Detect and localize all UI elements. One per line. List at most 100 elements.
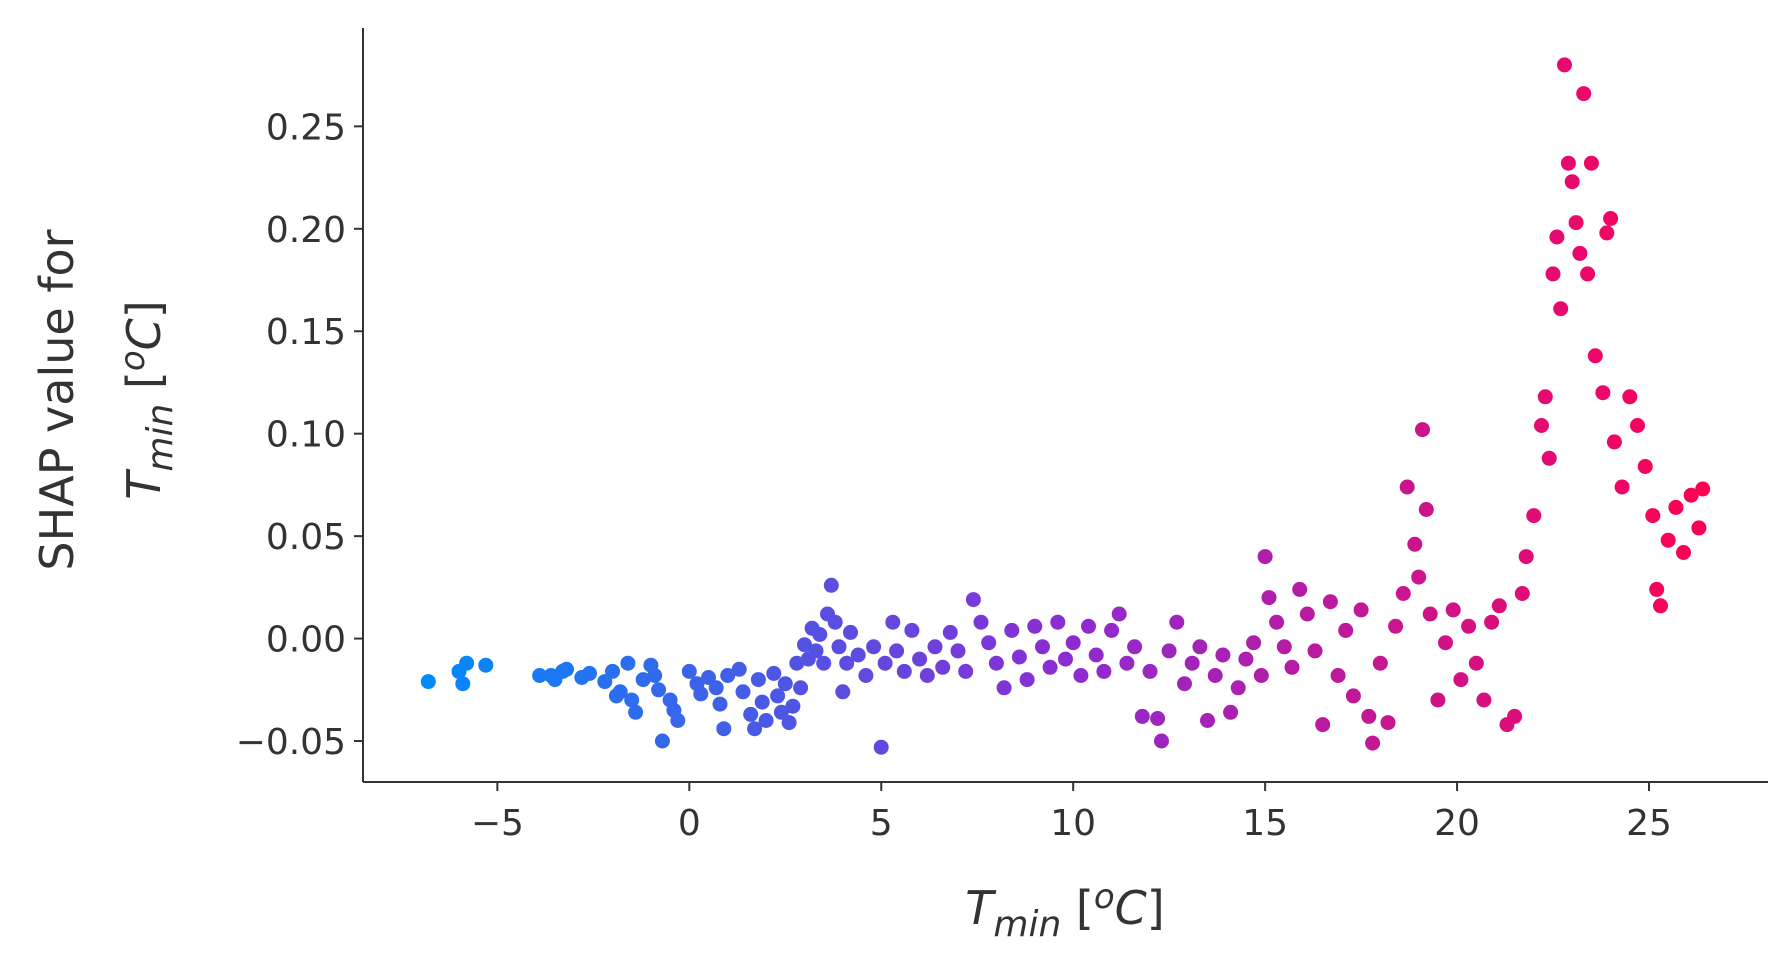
data-point-13 — [605, 663, 620, 679]
data-point-186 — [1676, 545, 1691, 560]
data-point-111 — [1207, 668, 1223, 683]
data-point-122 — [1284, 659, 1300, 675]
data-point-77 — [950, 643, 966, 659]
data-point-86 — [1019, 672, 1035, 688]
y-ticks: −0.05 0.00 0.05 0.10 0.15 0.20 0.25 — [236, 107, 363, 763]
data-point-54 — [812, 627, 828, 642]
data-point-81 — [981, 635, 997, 651]
data-point-116 — [1246, 635, 1262, 651]
data-point-161 — [1545, 266, 1561, 282]
data-point-123 — [1292, 581, 1308, 597]
data-point-38 — [747, 721, 763, 737]
data-point-57 — [823, 577, 839, 593]
data-point-47 — [785, 698, 801, 714]
data-point-41 — [758, 713, 774, 728]
x-label-unit-open: [ — [1061, 881, 1094, 935]
data-point-72 — [912, 651, 928, 667]
data-point-68 — [885, 614, 901, 630]
data-point-126 — [1315, 717, 1331, 733]
data-point-96 — [1096, 663, 1112, 679]
data-point-70 — [896, 663, 912, 679]
y-tick-label-3: 0.10 — [266, 415, 346, 456]
data-point-98 — [1111, 606, 1127, 622]
data-point-176 — [1606, 434, 1622, 450]
data-point-0 — [420, 674, 436, 690]
y-tick-label-0: −0.05 — [236, 722, 346, 763]
data-point-79 — [965, 592, 981, 608]
data-point-182 — [1649, 581, 1665, 597]
data-point-156 — [1518, 549, 1534, 565]
data-point-33 — [716, 721, 732, 737]
data-point-174 — [1599, 225, 1615, 241]
data-point-100 — [1127, 639, 1143, 655]
data-point-125 — [1307, 643, 1323, 659]
data-point-87 — [1027, 618, 1043, 634]
data-point-118 — [1257, 549, 1273, 565]
data-point-173 — [1595, 385, 1611, 401]
y-tick-label-1: 0.00 — [266, 620, 346, 661]
data-point-178 — [1622, 389, 1638, 405]
data-point-103 — [1150, 711, 1166, 726]
data-point-50 — [797, 637, 812, 653]
data-point-101 — [1134, 708, 1150, 724]
data-point-155 — [1514, 586, 1530, 601]
data-point-119 — [1261, 590, 1277, 606]
y-label-unit-main: C — [117, 318, 171, 350]
data-point-120 — [1269, 614, 1285, 630]
data-point-164 — [1557, 57, 1572, 73]
data-point-18 — [628, 704, 644, 720]
data-point-114 — [1230, 680, 1246, 696]
data-point-27 — [681, 663, 697, 679]
data-point-184 — [1660, 532, 1676, 548]
data-point-65 — [866, 639, 882, 655]
data-point-135 — [1380, 715, 1396, 731]
data-point-117 — [1253, 668, 1269, 683]
data-point-121 — [1276, 639, 1292, 655]
data-point-63 — [850, 647, 866, 663]
data-point-30 — [701, 670, 716, 685]
data-point-131 — [1353, 602, 1369, 618]
data-point-109 — [1192, 639, 1208, 655]
y-axis-label: SHAP value for Tmin [oC] — [30, 229, 181, 570]
data-point-76 — [942, 624, 958, 640]
y-label-unit-close: ] — [117, 300, 171, 318]
data-point-127 — [1322, 594, 1338, 610]
x-tick-label-1: 0 — [678, 803, 701, 844]
data-point-4 — [478, 657, 494, 673]
data-point-93 — [1073, 668, 1089, 683]
y-tick-label-4: 0.15 — [266, 312, 346, 353]
data-point-167 — [1568, 215, 1584, 231]
x-label-unit-close: ] — [1147, 881, 1165, 935]
data-point-53 — [808, 643, 824, 659]
data-point-183 — [1653, 598, 1668, 614]
data-point-78 — [958, 663, 974, 679]
y-label-line2: Tmin [oC] — [113, 300, 181, 499]
data-point-69 — [889, 643, 905, 659]
data-point-179 — [1630, 418, 1645, 433]
data-point-23 — [654, 733, 670, 749]
data-point-113 — [1223, 704, 1239, 720]
data-point-177 — [1614, 479, 1630, 495]
data-point-105 — [1161, 643, 1177, 659]
x-ticks: −5 0 5 10 15 20 25 — [471, 782, 1672, 844]
x-tick-label-2: 5 — [870, 803, 893, 844]
data-point-110 — [1200, 713, 1215, 728]
data-point-169 — [1576, 86, 1592, 102]
data-point-75 — [935, 659, 951, 675]
data-point-144 — [1430, 692, 1446, 708]
data-point-133 — [1365, 735, 1381, 751]
data-point-115 — [1238, 651, 1254, 667]
data-point-154 — [1507, 708, 1523, 724]
data-point-189 — [1695, 481, 1711, 497]
data-point-104 — [1154, 733, 1169, 749]
data-point-43 — [770, 688, 786, 704]
x-tick-label-6: 25 — [1626, 803, 1672, 844]
data-point-21 — [647, 668, 663, 683]
data-point-151 — [1484, 614, 1500, 630]
x-tick-label-0: −5 — [471, 803, 524, 844]
data-point-129 — [1338, 622, 1354, 638]
x-tick-label-3: 10 — [1050, 803, 1096, 844]
data-point-99 — [1119, 655, 1135, 671]
data-point-134 — [1372, 655, 1388, 671]
data-point-146 — [1445, 602, 1461, 618]
